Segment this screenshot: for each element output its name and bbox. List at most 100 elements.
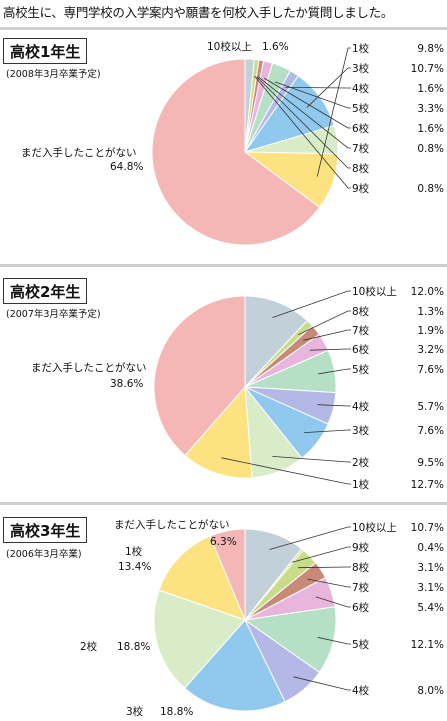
slice-label: 8校 — [352, 561, 370, 574]
slice-label: 3校 — [352, 62, 370, 75]
slice-value-label: 1.6% — [417, 123, 444, 135]
slice-label: 4校 — [352, 684, 370, 697]
pie-slice — [244, 295, 308, 389]
leader-line — [272, 456, 351, 463]
pie-slice — [158, 535, 246, 621]
slice-value-label: 3.1% — [417, 582, 444, 594]
slice-label: 3校 — [352, 424, 370, 437]
leader-line — [307, 578, 351, 588]
slice-value-label: 13.4% — [118, 561, 151, 573]
slice-label: まだ入手したことがない — [114, 518, 230, 531]
leader-line — [254, 76, 351, 189]
slice-label: 8校 — [352, 305, 370, 318]
section-divider — [0, 264, 447, 267]
slice-value-label: 1.6% — [417, 83, 444, 95]
page-title: 高校生に、専門学校の入学案内や願書を何校入手したか質問しました。 — [3, 5, 394, 20]
slice-value-label: 3.3% — [417, 103, 444, 115]
grade-2-subtitle: (2007年3月卒業予定) — [6, 309, 101, 320]
slice-value-label: 12.1% — [411, 639, 444, 651]
leader-line — [293, 676, 351, 691]
pie-slice — [184, 385, 253, 479]
slice-label: 10校以上 — [352, 521, 397, 534]
pie-slice — [183, 619, 286, 712]
leader-line — [263, 77, 351, 129]
grade-3-title: 高校3年生 — [3, 517, 88, 543]
slice-value-label: 1.3% — [417, 306, 444, 318]
slice-label: 10校以上 — [352, 285, 397, 298]
slice-label: 7校 — [352, 324, 370, 337]
pie-slice — [153, 589, 246, 689]
slice-label: 9校 — [352, 182, 370, 195]
leader-line — [221, 457, 351, 485]
slice-label: 8校 — [352, 162, 370, 175]
slice-value-label: 0.4% — [417, 542, 444, 554]
slice-value-label: 38.6% — [110, 378, 143, 390]
leader-line — [318, 368, 351, 375]
slice-value-label: 0.8% — [417, 183, 444, 195]
grade-1-title: 高校1年生 — [3, 38, 88, 64]
slice-label: 6校 — [352, 601, 370, 614]
pie-slice — [209, 528, 246, 621]
slice-value-label: 18.8% — [117, 641, 150, 653]
leader-line — [292, 546, 351, 563]
section-divider — [0, 502, 447, 505]
leader-line — [298, 310, 351, 336]
slice-label: まだ入手したことがない — [21, 146, 137, 159]
leader-line — [269, 526, 351, 550]
leader-line — [256, 76, 351, 169]
slice-label: 1校 — [352, 478, 370, 491]
slice-value-label: 0.8% — [417, 143, 444, 155]
slice-label: 10校以上 — [207, 40, 252, 53]
grade-2-title: 高校2年生 — [3, 278, 88, 304]
slice-value-label: 1.6% — [262, 41, 289, 53]
slice-label: 7校 — [352, 581, 370, 594]
slice-label: 6校 — [352, 122, 370, 135]
slice-value-label: 1.9% — [417, 325, 444, 337]
slice-value-label: 10.7% — [411, 522, 444, 534]
slice-value-label: 5.7% — [417, 401, 444, 413]
leader-line — [298, 566, 351, 569]
slice-value-label: 5.4% — [417, 602, 444, 614]
slice-value-label: 64.8% — [110, 161, 143, 173]
slice-value-label: 9.8% — [417, 43, 444, 55]
leader-line — [306, 67, 351, 108]
slice-label: 9校 — [352, 541, 370, 554]
leader-line — [272, 290, 351, 318]
slice-value-label: 7.6% — [417, 364, 444, 376]
slice-label: 2校 — [352, 456, 370, 469]
pie-slice — [153, 295, 246, 457]
slice-value-label: 12.0% — [411, 286, 444, 298]
section-divider — [0, 27, 447, 30]
slice-label: 4校 — [352, 400, 370, 413]
slice-value-label: 7.6% — [417, 425, 444, 437]
slice-value-label: 12.7% — [411, 479, 444, 491]
slice-value-label: 3.2% — [417, 344, 444, 356]
leader-line — [317, 636, 351, 645]
leader-line — [316, 47, 351, 177]
slice-label: 5校 — [352, 102, 370, 115]
leader-line — [317, 404, 351, 407]
slice-label: 4校 — [352, 82, 370, 95]
leader-line — [258, 76, 351, 149]
slice-value-label: 10.7% — [411, 63, 444, 75]
slice-label: 3校 — [126, 705, 144, 718]
pie-slice — [151, 58, 321, 246]
leader-line — [274, 81, 351, 109]
slice-label: まだ入手したことがない — [31, 361, 147, 374]
grade-3-subtitle: (2006年3月卒業) — [6, 549, 82, 560]
slice-label: 6校 — [352, 343, 370, 356]
leader-line — [304, 429, 351, 433]
leader-line — [303, 329, 351, 341]
slice-value-label: 9.5% — [417, 457, 444, 469]
leader-line — [309, 348, 351, 351]
slice-label: 1校 — [125, 545, 143, 558]
slice-label: 5校 — [352, 638, 370, 651]
slice-value-label: 18.8% — [160, 706, 193, 718]
slice-label: 7校 — [352, 142, 370, 155]
slice-label: 1校 — [352, 42, 370, 55]
slice-label: 2校 — [80, 640, 98, 653]
grade-1-subtitle: (2008年3月卒業予定) — [6, 69, 101, 80]
slice-value-label: 3.1% — [417, 562, 444, 574]
slice-value-label: 6.3% — [210, 536, 237, 548]
